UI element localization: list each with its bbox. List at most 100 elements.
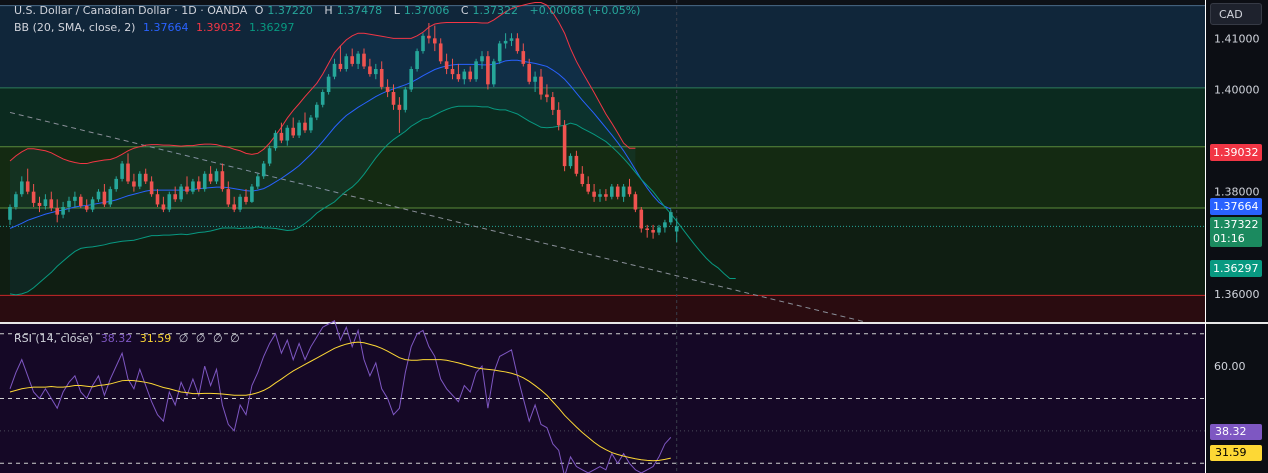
candle-body [486,56,490,85]
rsi-na-3: ∅ [230,332,240,345]
candle-body [663,222,667,228]
rsi-legend: RSI (14, close) 38.32 31.59 ∅ ∅ ∅ ∅ [14,332,244,346]
candle-body [14,194,18,207]
candle-body [468,71,472,80]
high-label: H [324,4,333,17]
candle-body [108,189,113,205]
rsi-legend-value: 38.32 [100,332,133,345]
bb-legend: BB (20, SMA, close, 2) 1.37664 1.39032 1… [14,21,298,35]
candle-body [55,208,59,215]
candle-body [96,191,101,200]
candle-body [309,117,313,131]
last-price-tag: 1.37322 01:16 [1210,217,1262,247]
candle-body [645,228,649,230]
candle-body [149,181,154,195]
candle-body [657,227,661,233]
bb-basis-line [9,59,671,229]
candle-body [297,122,301,136]
rsi-price-tag: 38.32 [1210,424,1262,440]
bb-band-fill [10,2,636,295]
candle-body [250,186,254,202]
candle-body [8,207,12,220]
candle-body [344,56,349,69]
candle-body [480,56,484,62]
candle-body [179,186,183,200]
candle-body [226,189,231,205]
candle-body [651,230,655,233]
rsi-ma-price-tag: 31.59 [1210,445,1262,461]
candle-body [580,173,585,184]
rsi-na-1: ∅ [195,332,206,345]
candle-body [291,127,295,136]
candle-body [551,97,555,110]
low-value: 1.37006 [403,4,450,17]
candle-body [509,38,514,41]
zone-2 [0,146,1205,209]
zone-4 [0,295,1205,322]
candle-body [214,171,219,182]
candle-body [84,205,89,210]
pane-separator [0,322,1268,324]
bb-lower-value: 1.36297 [248,21,295,34]
candle-body [197,181,201,190]
candle-body [415,51,419,69]
candles-group [8,23,679,243]
candle-body [627,186,632,195]
candle-body [409,69,413,90]
candle-body [37,202,42,206]
candle-body [338,63,343,69]
candle-body [427,35,431,39]
candle-body [315,104,319,118]
rsi-na-2: ∅ [212,332,223,345]
candle-body [444,61,449,69]
candle-body [120,163,124,179]
rsi-ma-legend-value: 31.59 [139,332,172,345]
candle-body [279,132,284,141]
trendline [9,111,866,323]
zone-0 [0,5,1205,88]
candle-body [604,194,608,197]
close-label: C [460,4,469,17]
candle-body [90,199,95,210]
candle-body [326,76,331,92]
candle-body [61,207,65,215]
candle-body [320,92,325,105]
candle-body [191,181,195,192]
candle-body [639,209,644,229]
candle-body [368,66,372,75]
candle-body [533,76,537,82]
candle-body [592,191,596,197]
symbol-title: U.S. Dollar / Canadian Dollar · 1D · OAN… [14,4,248,17]
candle-body [562,125,567,167]
bar-countdown: 01:16 [1213,232,1245,245]
high-value: 1.37478 [336,4,383,17]
currency-button[interactable]: CAD [1210,3,1262,25]
candle-body [438,43,443,62]
rsi-na-0: ∅ [178,332,189,345]
candle-body [49,199,54,209]
candle-body [43,199,48,206]
candle-body [391,92,396,105]
candle-body [73,196,77,201]
candle-body [126,163,130,182]
candle-body [385,86,390,92]
candle-body [220,171,225,190]
candle-body [397,104,402,110]
close-value: 1.37322 [472,4,519,17]
candle-body [539,76,543,95]
candle-body [25,181,30,192]
candle-body [132,181,136,187]
candle-body [669,212,673,223]
candle-body [356,53,360,64]
price-tick-label: 1.41000 [1214,32,1260,45]
symbol-legend: U.S. Dollar / Canadian Dollar · 1D · OAN… [14,4,644,18]
candle-body [102,191,107,205]
candle-body [202,173,207,190]
candle-body [167,194,172,210]
candle-body [421,35,425,52]
candle-body [114,178,118,190]
candle-body [450,69,455,75]
price-tick-label: 1.40000 [1214,83,1260,96]
candle-body [621,186,626,197]
